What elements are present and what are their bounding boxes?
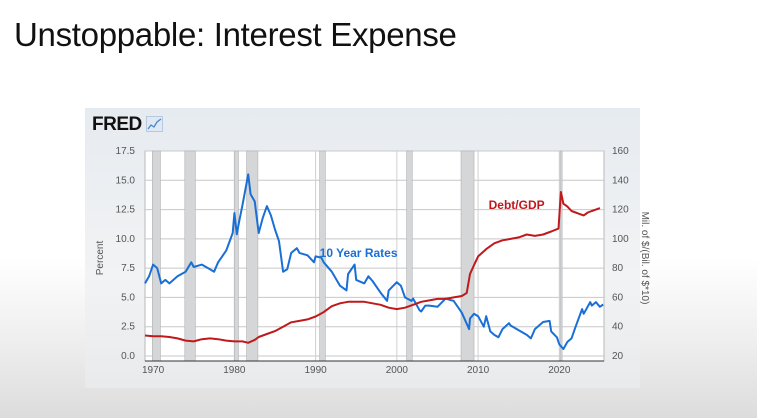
slide-title: Unstoppable: Interest Expense (14, 16, 457, 53)
right-tick-label: 20 (612, 351, 624, 362)
left-axis-label: Percent (95, 241, 106, 276)
recession-bar (234, 150, 239, 362)
right-tick-label: 100 (612, 234, 629, 245)
axes: 0.0 2.5 5.0 7.5 10.0 12.5 15.0 17.5 20 40 60 80 100 1… (116, 146, 630, 376)
fred-logo: FRED (92, 114, 142, 135)
recession-bar (184, 150, 196, 362)
recession-bar (406, 150, 413, 362)
right-tick-label: 80 (612, 263, 624, 274)
right-tick-label: 140 (612, 175, 629, 186)
right-tick-label: 40 (612, 322, 624, 333)
right-axis-label: Mil. of $/(Bil. of $*10) (639, 212, 650, 305)
right-tick-label: 160 (612, 146, 629, 157)
left-tick-label: 2.5 (121, 322, 135, 333)
left-tick-label: 10.0 (116, 234, 136, 245)
series-line-10-year-rates (144, 173, 604, 350)
left-tick-label: 12.5 (116, 205, 136, 216)
x-tick-label: 1970 (142, 365, 165, 376)
left-tick-label: 5.0 (121, 292, 135, 303)
x-tick-label: 1990 (304, 365, 327, 376)
recession-shading (152, 150, 563, 362)
annotation-debt-gdp: Debt/GDP (489, 198, 545, 212)
recession-bar (460, 150, 475, 362)
left-tick-label: 17.5 (116, 146, 136, 157)
x-tick-label: 2010 (467, 365, 490, 376)
x-tick-label: 2000 (386, 365, 409, 376)
left-tick-label: 15.0 (116, 175, 136, 186)
series-line-debt-gdp (144, 191, 601, 344)
left-tick-label: 7.5 (121, 263, 135, 274)
right-tick-label: 60 (612, 292, 624, 303)
annotation-10-year-rates: 10 Year Rates (320, 246, 398, 260)
recession-bar (559, 150, 563, 362)
x-tick-label: 2020 (548, 365, 571, 376)
recession-bar (152, 150, 161, 362)
x-tick-label: 1980 (223, 365, 246, 376)
series-lines (144, 173, 604, 350)
right-tick-label: 120 (612, 205, 629, 216)
line-chart-icon (146, 116, 163, 132)
left-tick-label: 0.0 (121, 351, 135, 362)
